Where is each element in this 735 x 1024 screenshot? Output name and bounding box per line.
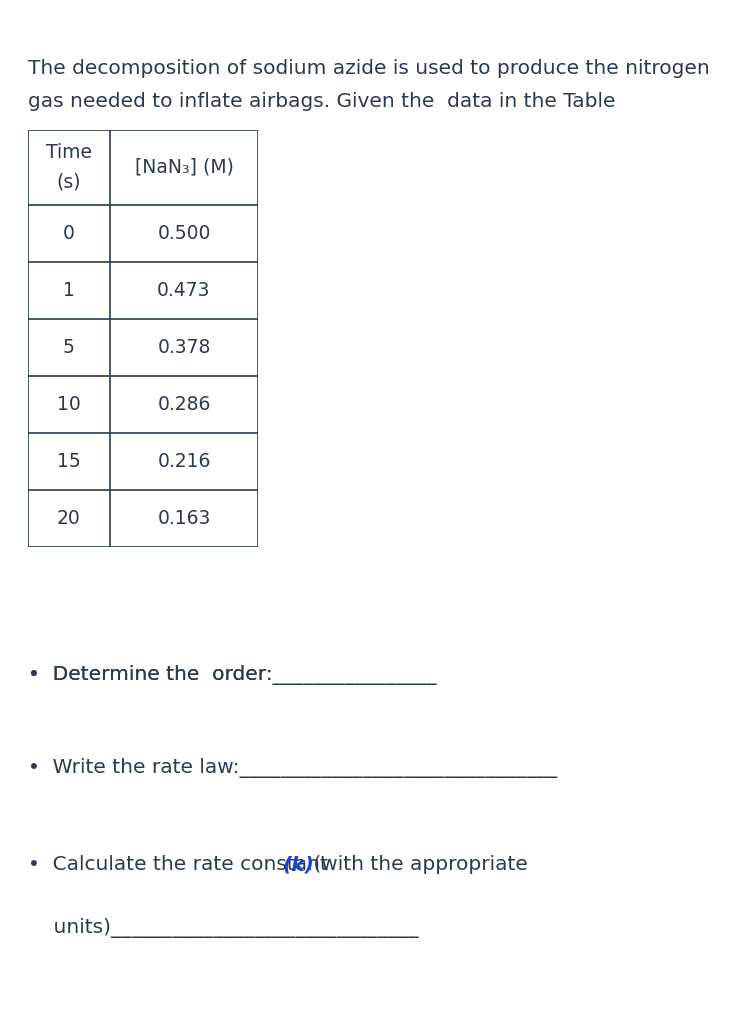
Text: 5: 5 <box>63 338 75 357</box>
Text: 10: 10 <box>57 395 81 414</box>
Text: [NaN₃] (M): [NaN₃] (M) <box>135 158 234 176</box>
Text: The decomposition of sodium azide is used to produce the nitrogen: The decomposition of sodium azide is use… <box>28 59 710 79</box>
Text: •  Determine the  order:________________: • Determine the order:________________ <box>28 665 437 685</box>
Text: 0: 0 <box>63 224 75 243</box>
Text: Time: Time <box>46 142 92 162</box>
Text: 20: 20 <box>57 509 81 528</box>
Text: 0.500: 0.500 <box>157 224 211 243</box>
Text: 0.473: 0.473 <box>157 281 211 300</box>
Text: (k): (k) <box>282 855 314 874</box>
Text: 0.216: 0.216 <box>157 452 211 471</box>
Text: 0.378: 0.378 <box>157 338 211 357</box>
Text: gas needed to inflate airbags. Given the  data in the Table: gas needed to inflate airbags. Given the… <box>28 92 615 112</box>
Text: 1: 1 <box>63 281 75 300</box>
Text: 0.286: 0.286 <box>157 395 211 414</box>
Text: •  Write the rate law:_______________________________: • Write the rate law:___________________… <box>28 758 557 778</box>
Text: units)______________________________: units)______________________________ <box>28 918 418 938</box>
Text: 15: 15 <box>57 452 81 471</box>
Text: (with the appropriate: (with the appropriate <box>306 855 528 874</box>
Text: •  Determine the  order:: • Determine the order: <box>28 666 273 684</box>
Text: •  Calculate the rate constant: • Calculate the rate constant <box>28 855 334 874</box>
Text: 0.163: 0.163 <box>157 509 211 528</box>
Text: (s): (s) <box>57 172 82 191</box>
